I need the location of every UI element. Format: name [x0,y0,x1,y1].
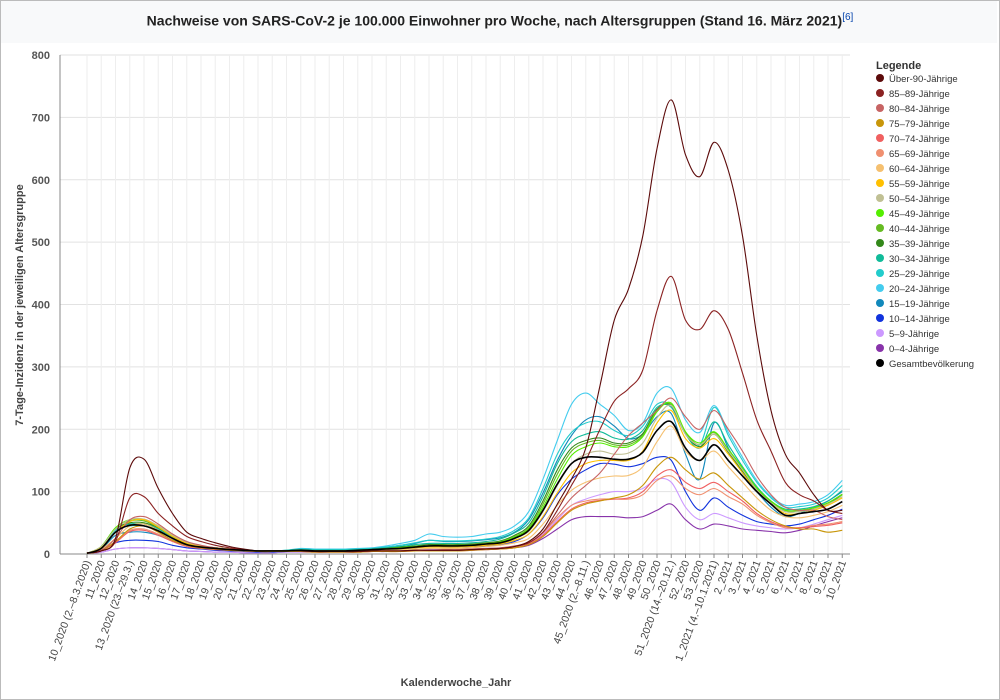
y-tick-label: 400 [32,300,50,312]
legend-entry: 60–64-Jährige [889,164,950,175]
series-line-15-19-j-hrige [87,411,842,553]
legend-marker [876,119,884,127]
y-tick-label: 600 [32,175,50,187]
series-line-25-29-j-hrige [87,402,842,553]
x-axis: 10_2020 (2.–8.3.2020)11_202012_202013_20… [46,554,850,663]
legend-entry: 15–19-Jährige [889,299,950,310]
y-tick-label: 200 [32,424,50,436]
legend-entry: 75–79-Jährige [889,119,950,130]
legend-marker [876,299,884,307]
series-line-gesamtbev-lkerung [87,421,842,553]
y-tick-label: 100 [32,487,50,499]
legend-marker [876,134,884,142]
legend-marker [876,254,884,262]
series-line-20-24-j-hrige [87,387,842,554]
legend-entry: 25–29-Jährige [889,269,950,280]
series-line-10-14-j-hrige [87,457,842,554]
series-line-35-39-j-hrige [87,404,842,554]
legend-entry: 35–39-Jährige [889,239,950,250]
legend-entry: 40–44-Jährige [889,224,950,235]
legend-entry: Über-90-Jährige [889,74,958,85]
legend-entry: 5–9-Jährige [889,329,939,340]
legend-entry: 80–84-Jährige [889,104,950,115]
legend-marker [876,209,884,217]
y-axis: 0 100 200 300 400 500 600 700 800 [32,50,60,561]
legend-entry: 50–54-Jährige [889,194,950,205]
x-tick-label: 10_2020 (2.–8.3.2020) [46,559,94,663]
y-axis-label: 7-Tage-Inzidenz in der jeweiligen Alters… [14,184,26,425]
legend-marker [876,359,884,367]
legend-marker [876,344,884,352]
legend-marker [876,284,884,292]
gridlines [60,55,850,554]
legend-entry: 30–34-Jährige [889,254,950,265]
legend-marker [876,179,884,187]
y-tick-label: 700 [32,112,50,124]
y-tick-label: 300 [32,362,50,374]
legend-entry: 70–74-Jährige [889,134,950,145]
series-line-30-34-j-hrige [87,404,842,553]
legend-marker [876,194,884,202]
series-line-40-44-j-hrige [87,403,842,553]
legend-entry: Gesamtbevölkerung [889,359,974,370]
series-line--ber-90-j-hrige [87,100,842,553]
legend-marker [876,314,884,322]
y-tick-label: 500 [32,237,50,249]
legend-marker [876,74,884,82]
legend-marker [876,164,884,172]
series-line-85-89-j-hrige [87,276,842,552]
x-axis-label: Kalenderwoche_Jahr [401,677,512,689]
legend-entry: 20–24-Jährige [889,284,950,295]
y-tick-label: 0 [44,549,50,561]
legend-entry: 10–14-Jährige [889,314,950,325]
series-line-5-9-j-hrige [87,478,842,553]
legend-entry: 55–59-Jährige [889,179,950,190]
legend-marker [876,224,884,232]
legend-marker [876,89,884,97]
legend-entry: 65–69-Jährige [889,149,950,160]
y-tick-label: 800 [32,50,50,62]
legend-entry: 45–49-Jährige [889,209,950,220]
legend-marker [876,269,884,277]
legend: Legende Über-90-Jährige 85–89-Jährige 80–8… [876,60,974,370]
series-lines [87,100,842,554]
legend-title: Legende [876,60,921,72]
legend-marker [876,104,884,112]
series-line-55-59-j-hrige [87,410,842,553]
legend-entry: 0–4-Jährige [889,344,939,355]
series-line-80-84-j-hrige [87,398,842,553]
series-line-75-79-j-hrige [87,457,842,553]
legend-marker [876,239,884,247]
legend-entry: 85–89-Jährige [889,89,950,100]
legend-marker [876,329,884,337]
series-line-50-54-j-hrige [87,405,842,553]
legend-marker [876,149,884,157]
series-line-45-49-j-hrige [87,402,842,553]
